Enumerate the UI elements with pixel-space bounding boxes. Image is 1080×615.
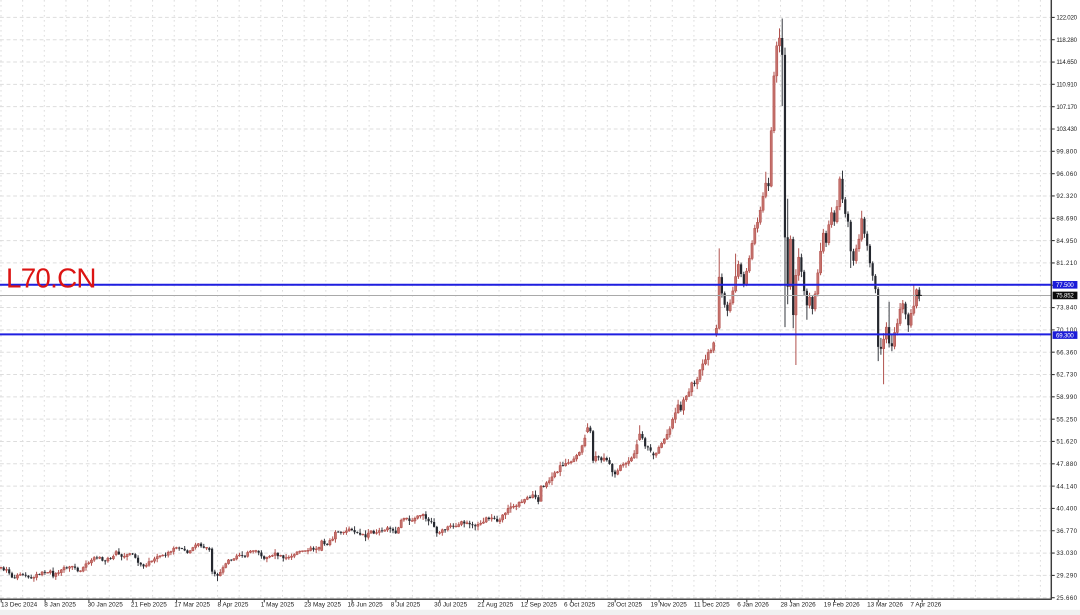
svg-text:23 May 2025: 23 May 2025	[304, 602, 341, 609]
svg-text:30 Jul 2025: 30 Jul 2025	[434, 602, 467, 609]
svg-text:58.990: 58.990	[1056, 394, 1077, 401]
svg-text:21 Feb 2025: 21 Feb 2025	[131, 602, 167, 609]
svg-text:7 Apr 2026: 7 Apr 2026	[910, 602, 941, 609]
svg-text:13 Dec 2024: 13 Dec 2024	[1, 602, 38, 609]
svg-text:6 Oct 2025: 6 Oct 2025	[564, 602, 596, 609]
svg-text:25.660: 25.660	[1056, 595, 1077, 602]
svg-text:62.730: 62.730	[1056, 372, 1077, 379]
svg-text:28 Jan 2026: 28 Jan 2026	[781, 602, 817, 609]
svg-text:70.100: 70.100	[1056, 327, 1077, 334]
svg-text:55.250: 55.250	[1056, 416, 1077, 423]
svg-text:L70.CN: L70.CN	[6, 263, 97, 294]
svg-text:66.360: 66.360	[1056, 349, 1077, 356]
svg-text:81.210: 81.210	[1056, 260, 1077, 267]
svg-text:110.910: 110.910	[1056, 82, 1077, 89]
svg-text:44.140: 44.140	[1056, 483, 1077, 490]
svg-text:75.852: 75.852	[1056, 293, 1074, 300]
svg-text:107.170: 107.170	[1056, 104, 1077, 111]
svg-text:13 Mar 2026: 13 Mar 2026	[867, 602, 903, 609]
svg-text:21 Aug 2025: 21 Aug 2025	[477, 602, 513, 609]
svg-text:29.290: 29.290	[1056, 573, 1077, 580]
svg-text:8 Jan 2025: 8 Jan 2025	[44, 602, 76, 609]
svg-text:17 Mar 2025: 17 Mar 2025	[174, 602, 210, 609]
svg-text:28 Oct 2025: 28 Oct 2025	[607, 602, 642, 609]
svg-text:84.950: 84.950	[1056, 238, 1077, 245]
svg-text:11 Dec 2025: 11 Dec 2025	[694, 602, 730, 609]
svg-text:92.320: 92.320	[1056, 193, 1077, 200]
svg-text:114.650: 114.650	[1056, 59, 1077, 66]
svg-text:36.770: 36.770	[1056, 528, 1077, 535]
svg-text:8 Jul 2025: 8 Jul 2025	[391, 602, 421, 609]
svg-text:40.400: 40.400	[1056, 506, 1077, 513]
svg-text:73.840: 73.840	[1056, 305, 1077, 312]
svg-text:19 Feb 2026: 19 Feb 2026	[824, 602, 860, 609]
svg-text:16 Jun 2025: 16 Jun 2025	[348, 602, 384, 609]
svg-text:96.060: 96.060	[1056, 171, 1077, 178]
svg-text:12 Sep 2025: 12 Sep 2025	[521, 602, 558, 609]
svg-text:118.280: 118.280	[1056, 37, 1077, 44]
svg-text:69.300: 69.300	[1056, 332, 1074, 339]
svg-text:51.620: 51.620	[1056, 439, 1077, 446]
svg-text:30 Jan 2025: 30 Jan 2025	[88, 602, 124, 609]
svg-text:122.020: 122.020	[1056, 15, 1077, 22]
svg-text:77.500: 77.500	[1056, 282, 1074, 289]
svg-text:47.880: 47.880	[1056, 461, 1077, 468]
svg-text:19 Nov 2025: 19 Nov 2025	[651, 602, 688, 609]
svg-text:1 May 2025: 1 May 2025	[261, 602, 295, 609]
svg-text:103.430: 103.430	[1056, 126, 1077, 133]
svg-text:6 Jan 2026: 6 Jan 2026	[737, 602, 769, 609]
svg-text:8 Apr 2025: 8 Apr 2025	[218, 602, 249, 609]
svg-text:99.800: 99.800	[1056, 148, 1077, 155]
svg-text:88.690: 88.690	[1056, 215, 1077, 222]
svg-text:33.030: 33.030	[1056, 550, 1077, 557]
